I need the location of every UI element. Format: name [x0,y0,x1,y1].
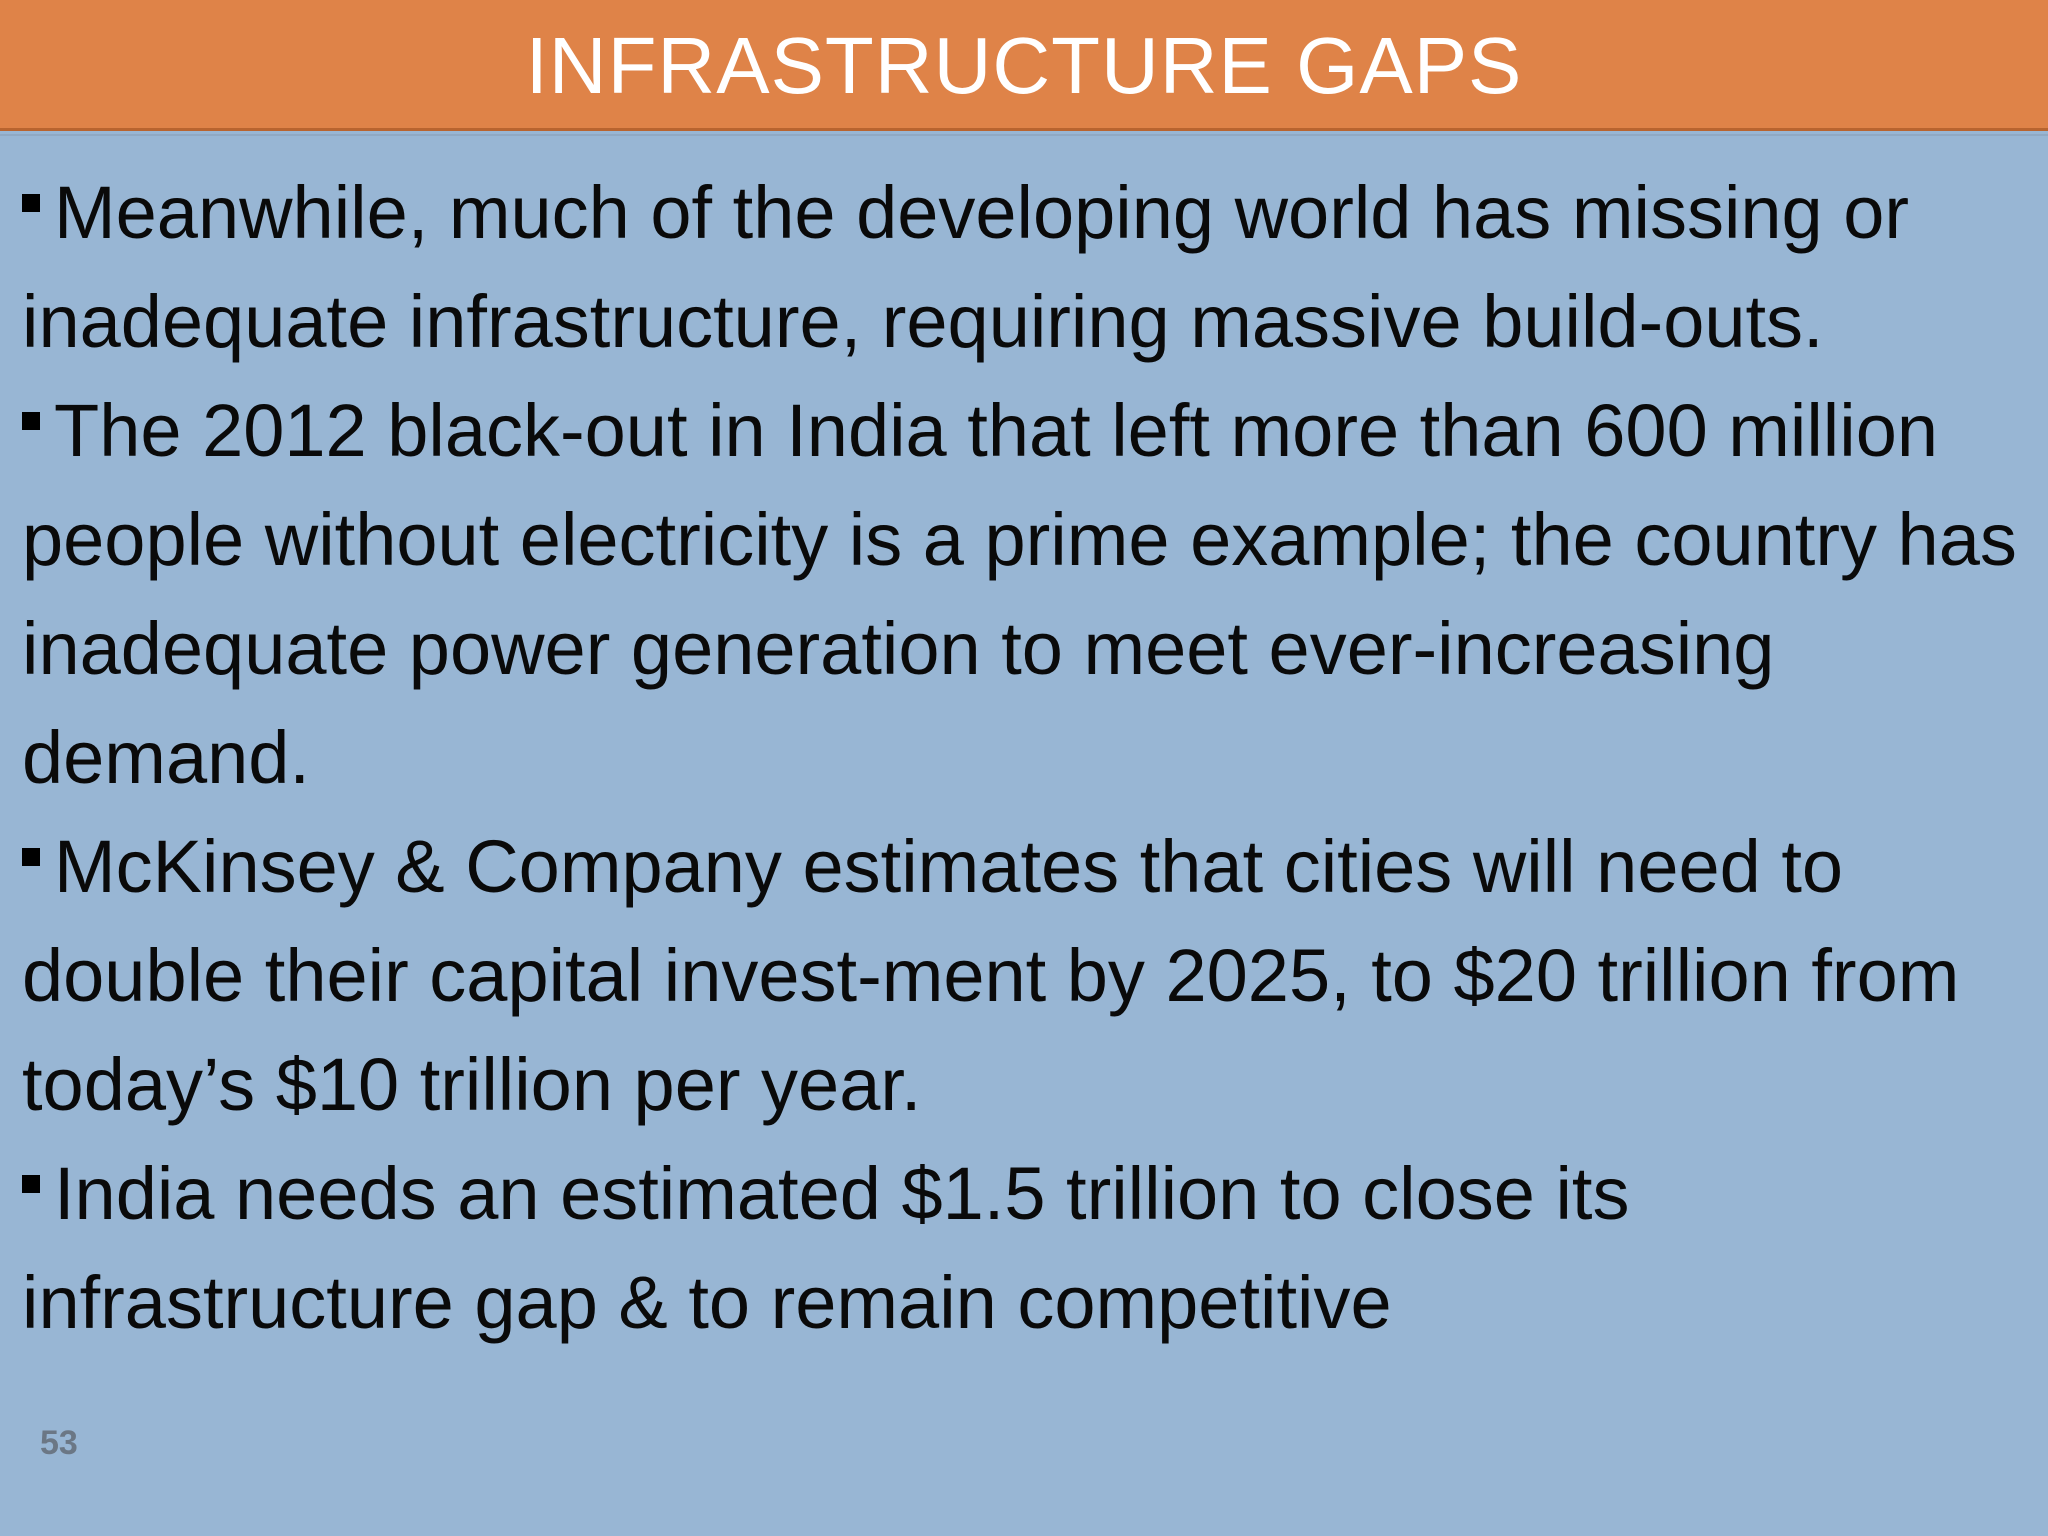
bullet-item: Meanwhile, much of the developing world … [22,158,2022,376]
bullet-text: McKinsey & Company estimates that cities… [22,825,1960,1126]
slide-title: INFRASTRUCTURE GAPS [525,21,1523,110]
bullet-text: India needs an estimated $1.5 trillion t… [22,1152,1630,1344]
bullet-list: Meanwhile, much of the developing world … [22,158,2022,1357]
square-bullet-icon [22,194,40,212]
square-bullet-icon [22,412,40,430]
square-bullet-icon [22,1175,40,1193]
bullet-text: Meanwhile, much of the developing world … [22,171,1910,363]
bullet-item: The 2012 black-out in India that left mo… [22,376,2022,812]
square-bullet-icon [22,848,40,866]
bullet-item: India needs an estimated $1.5 trillion t… [22,1139,2022,1357]
page-number: 53 [40,1424,78,1462]
bullet-text: The 2012 black-out in India that left mo… [22,389,2017,799]
bullet-item: McKinsey & Company estimates that cities… [22,812,2022,1139]
content-panel [0,134,2048,1536]
title-bar: INFRASTRUCTURE GAPS [0,0,2048,131]
